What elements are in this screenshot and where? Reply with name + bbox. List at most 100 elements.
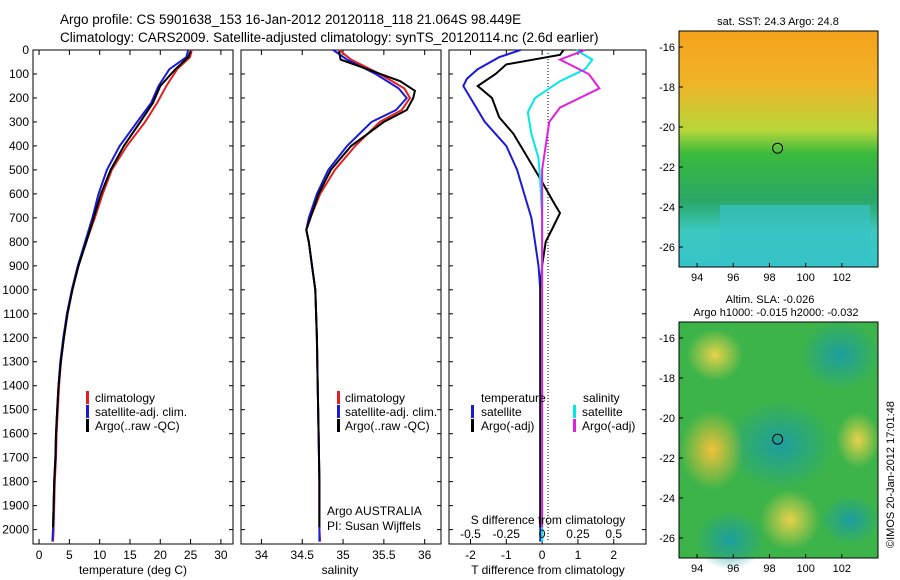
sla-argo-location-marker bbox=[772, 433, 784, 445]
sla-low-anomaly bbox=[820, 495, 880, 545]
y-tick-label: 100 bbox=[9, 67, 29, 81]
sla-high-anomaly bbox=[836, 412, 880, 468]
sla-low-anomaly bbox=[800, 320, 880, 390]
salinity-axes bbox=[240, 49, 442, 545]
x-tick-label: 94 bbox=[691, 272, 703, 284]
legend-t-argo-swatch bbox=[471, 419, 474, 432]
x-tick-label: 35.5 bbox=[372, 548, 396, 562]
legend-temperature-heading: temperature bbox=[481, 391, 546, 405]
sla-map-title-line-2: Argo h1000: -0.015 h2000: -0.032 bbox=[693, 307, 858, 319]
x-tick-label: 30 bbox=[214, 548, 228, 562]
s-difference-xlabel: S difference from climatology bbox=[471, 513, 626, 527]
sla-high-anomaly bbox=[680, 410, 744, 490]
argo-institution-label: Argo AUSTRALIA bbox=[327, 504, 422, 518]
y-tick-label: 1600 bbox=[2, 427, 29, 441]
imos-credit: ©IMOS 20-Jan-2012 17:01:48 bbox=[885, 401, 897, 548]
difference-legend: temperature satellite Argo(-adj) salinit… bbox=[471, 391, 635, 433]
sla-low-anomaly bbox=[695, 510, 765, 570]
sla-high-anomaly bbox=[687, 329, 743, 381]
temperature-panel: 0 5 10 15 20 25 300100200300400500600700800900… bbox=[2, 43, 234, 577]
legend-climatology-label: climatology bbox=[95, 391, 155, 405]
y-tick-label: 1200 bbox=[2, 331, 29, 345]
legend-climatology-swatch bbox=[86, 391, 89, 404]
sst-cold-patch bbox=[720, 205, 870, 260]
legend-s-satellite-swatch bbox=[573, 405, 576, 418]
legend-s-argo-swatch bbox=[573, 419, 576, 432]
legend-satellite-swatch bbox=[86, 405, 89, 418]
y-tick-label: -26 bbox=[659, 533, 675, 545]
legend-satellite-label: satellite-adj. clim. bbox=[345, 405, 437, 419]
legend-salinity-heading: salinity bbox=[583, 391, 620, 405]
series-line-sal-argo bbox=[541, 49, 601, 528]
s-tick-label: -0.5 bbox=[460, 527, 481, 541]
sla-axes bbox=[678, 321, 879, 559]
salinity-legend: climatology satellite-adj. clim. Argo(..… bbox=[337, 391, 437, 433]
legend-argo-swatch bbox=[86, 419, 89, 432]
y-tick-label: 900 bbox=[9, 259, 29, 273]
y-tick-label: 1300 bbox=[2, 355, 29, 369]
sst-axes bbox=[678, 30, 879, 268]
x-tick-label: 10 bbox=[93, 548, 107, 562]
y-tick-label: -18 bbox=[659, 82, 675, 94]
sla-high-anomaly bbox=[760, 490, 820, 550]
x-tick-label: 36 bbox=[418, 548, 432, 562]
series-line-argo bbox=[305, 51, 417, 528]
y-tick-label: -22 bbox=[659, 162, 675, 174]
series-line-climatology bbox=[305, 49, 412, 542]
legend-t-argo-label: Argo(-adj) bbox=[481, 419, 534, 433]
y-tick-label: -20 bbox=[659, 413, 675, 425]
legend-satellite-swatch bbox=[337, 405, 340, 418]
x-tick-label: 96 bbox=[727, 272, 739, 284]
s-tick-label: 0 bbox=[539, 527, 546, 541]
difference-axes bbox=[448, 49, 647, 545]
series-line-satellite bbox=[305, 49, 409, 542]
x-tick-label: -1 bbox=[501, 548, 512, 562]
y-tick-label: -16 bbox=[659, 333, 675, 345]
legend-argo-label: Argo(..raw -QC) bbox=[345, 419, 430, 433]
y-tick-label: 0 bbox=[22, 43, 29, 57]
series-line-argo bbox=[52, 50, 192, 528]
y-tick-label: 200 bbox=[9, 91, 29, 105]
s-tick-label: 0.5 bbox=[605, 527, 622, 541]
x-tick-label: 100 bbox=[796, 563, 814, 575]
legend-s-satellite-label: satellite bbox=[582, 405, 623, 419]
legend-argo-swatch bbox=[337, 419, 340, 432]
series-line-sal-satellite bbox=[526, 49, 594, 542]
y-tick-label: 1700 bbox=[2, 451, 29, 465]
salinity-panel: 34 34.5 35 35.5 36 salinity climatology sate… bbox=[240, 49, 442, 577]
sla-map-title-line-1: Altim. SLA: -0.026 bbox=[726, 294, 815, 306]
title-line-1: Argo profile: CS 5901638_153 16-Jan-2012… bbox=[60, 12, 521, 27]
y-tick-label: 1900 bbox=[2, 499, 29, 513]
x-tick-label: 0 bbox=[36, 548, 43, 562]
legend-satellite-label: satellite-adj. clim. bbox=[95, 405, 187, 419]
y-tick-label: 1400 bbox=[2, 379, 29, 393]
x-tick-label: 34 bbox=[255, 548, 269, 562]
y-tick-label: 800 bbox=[9, 235, 29, 249]
series-line-argo bbox=[476, 49, 565, 528]
y-tick-label: -26 bbox=[659, 242, 675, 254]
x-tick-label: 0 bbox=[539, 548, 546, 562]
legend-climatology-label: climatology bbox=[345, 391, 405, 405]
y-tick-label: -24 bbox=[659, 493, 675, 505]
salinity-xlabel: salinity bbox=[322, 563, 359, 577]
argo-pi-label: PI: Susan Wijffels bbox=[327, 519, 421, 533]
temperature-xlabel: temperature (deg C) bbox=[79, 563, 187, 577]
y-tick-label: -20 bbox=[659, 122, 675, 134]
y-tick-label: 2000 bbox=[2, 523, 29, 537]
y-tick-label: 400 bbox=[9, 139, 29, 153]
legend-argo-label: Argo(..raw -QC) bbox=[95, 419, 180, 433]
legend-climatology-swatch bbox=[337, 391, 340, 404]
t-difference-xlabel: T difference from climatology bbox=[471, 563, 625, 577]
y-tick-label: -24 bbox=[659, 202, 675, 214]
legend-t-satellite-swatch bbox=[471, 405, 474, 418]
y-tick-label: 1000 bbox=[2, 283, 29, 297]
temperature-axes bbox=[32, 49, 234, 545]
y-tick-label: 600 bbox=[9, 187, 29, 201]
sst-argo-location-marker bbox=[772, 142, 784, 154]
sla-low-anomaly bbox=[725, 400, 835, 490]
x-tick-label: 96 bbox=[727, 563, 739, 575]
x-tick-label: 5 bbox=[66, 548, 73, 562]
sst-map-panel: sat. SST: 24.3 Argo: 24.8 94 96 98 100 102 -1… bbox=[659, 16, 879, 284]
difference-panel: -2 -1 0 1 2 -0.5 -0.25 0 0.25 0.5 S difference fr… bbox=[448, 49, 647, 577]
sla-map-panel: Altim. SLA: -0.026 Argo h1000: -0.015 h2… bbox=[659, 294, 880, 575]
